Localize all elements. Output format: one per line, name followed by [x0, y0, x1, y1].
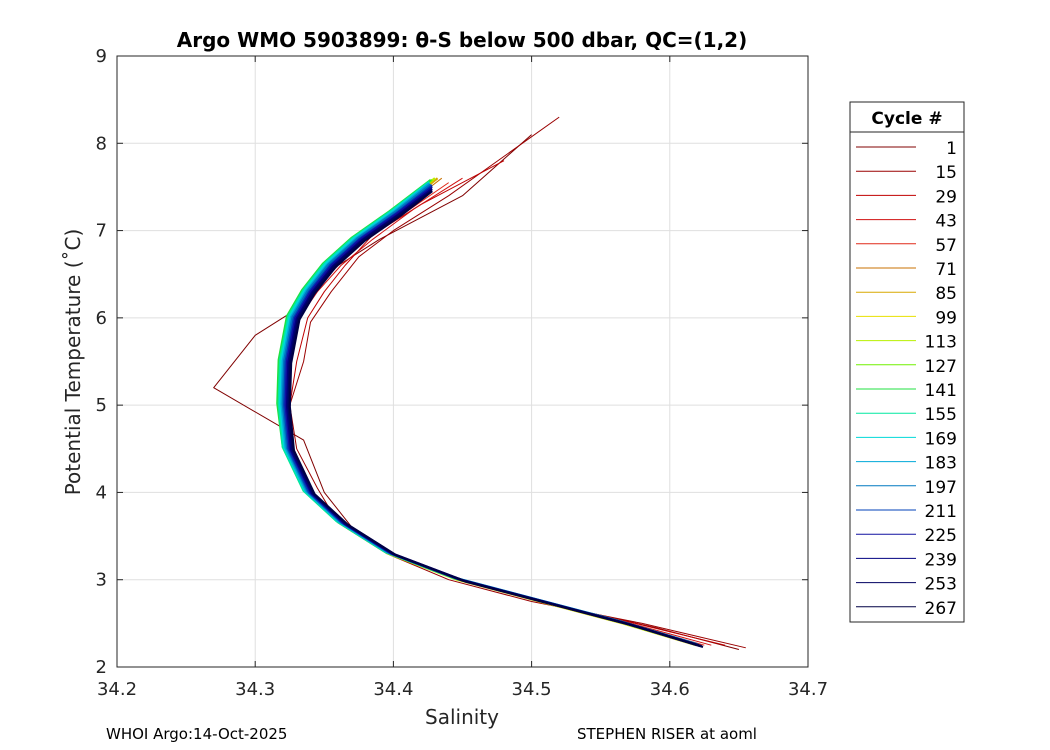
y-tick-label: 5 [96, 395, 107, 416]
profile-line-cycle-15 [289, 116, 746, 649]
chart-title: Argo WMO 5903899: θ-S below 500 dbar, QC… [177, 28, 747, 52]
legend-entry-label: 1 [946, 139, 957, 159]
legend-entry-label: 99 [935, 308, 957, 328]
y-tick-label: 8 [96, 133, 107, 154]
profile-line-cycle-267 [288, 190, 704, 648]
legend-entry-label: 43 [935, 212, 957, 232]
legend-entry-label: 127 [925, 357, 957, 377]
legend-entry-label: 155 [925, 405, 957, 425]
y-tick-label: 6 [96, 308, 107, 329]
footer-left-credit: WHOI Argo:14-Oct-2025 [106, 725, 288, 743]
plot-background [117, 56, 808, 667]
legend-entry-label: 211 [925, 502, 957, 522]
legend: Cycle #1 15 29 43 57 71 85 99 113 127 141 155 169 183… [849, 101, 965, 623]
legend-entry-label: 267 [925, 599, 957, 619]
legend-entry-label: 141 [925, 381, 957, 401]
x-axis-label: Salinity [425, 705, 499, 729]
footer-right-credit: STEPHEN RISER at aoml [577, 725, 757, 743]
y-tick-label: 9 [96, 46, 107, 67]
legend-entry-label: 29 [935, 187, 957, 207]
legend-entry-label: 239 [925, 550, 957, 570]
legend-entry-label: 57 [935, 236, 957, 256]
legend-entry-label: 85 [935, 284, 957, 304]
legend-entry-label: 183 [925, 454, 957, 474]
legend-entry-label: 71 [935, 260, 957, 280]
plot-frame [116, 55, 809, 668]
legend-box [849, 101, 965, 623]
y-axis-label: Potential Temperature (˚C) [61, 229, 85, 496]
legend-entry-label: 253 [925, 575, 957, 595]
legend-title: Cycle # [871, 109, 942, 129]
legend-entry-label: 225 [925, 526, 957, 546]
x-tick-label: 34.7 [788, 679, 828, 700]
x-tick-label: 34.2 [97, 679, 137, 700]
axis-ticks: 34.2 34.3 34.4 34.5 34.6 34.7 2 3 4 5 6 7 8 9 [96, 46, 828, 700]
x-tick-label: 34.3 [235, 679, 275, 700]
y-tick-label: 2 [96, 657, 107, 678]
y-tick-label: 7 [96, 221, 107, 242]
legend-entry-label: 15 [935, 163, 957, 183]
x-tick-label: 34.5 [512, 679, 552, 700]
y-tick-label: 3 [96, 570, 107, 591]
legend-entry-label: 113 [925, 333, 957, 353]
legend-entry-label: 197 [925, 478, 957, 498]
x-tick-label: 34.4 [373, 679, 413, 700]
y-tick-label: 4 [96, 482, 107, 503]
x-tick-label: 34.6 [650, 679, 690, 700]
legend-entry-label: 169 [925, 429, 957, 449]
profile-lines [213, 116, 746, 650]
